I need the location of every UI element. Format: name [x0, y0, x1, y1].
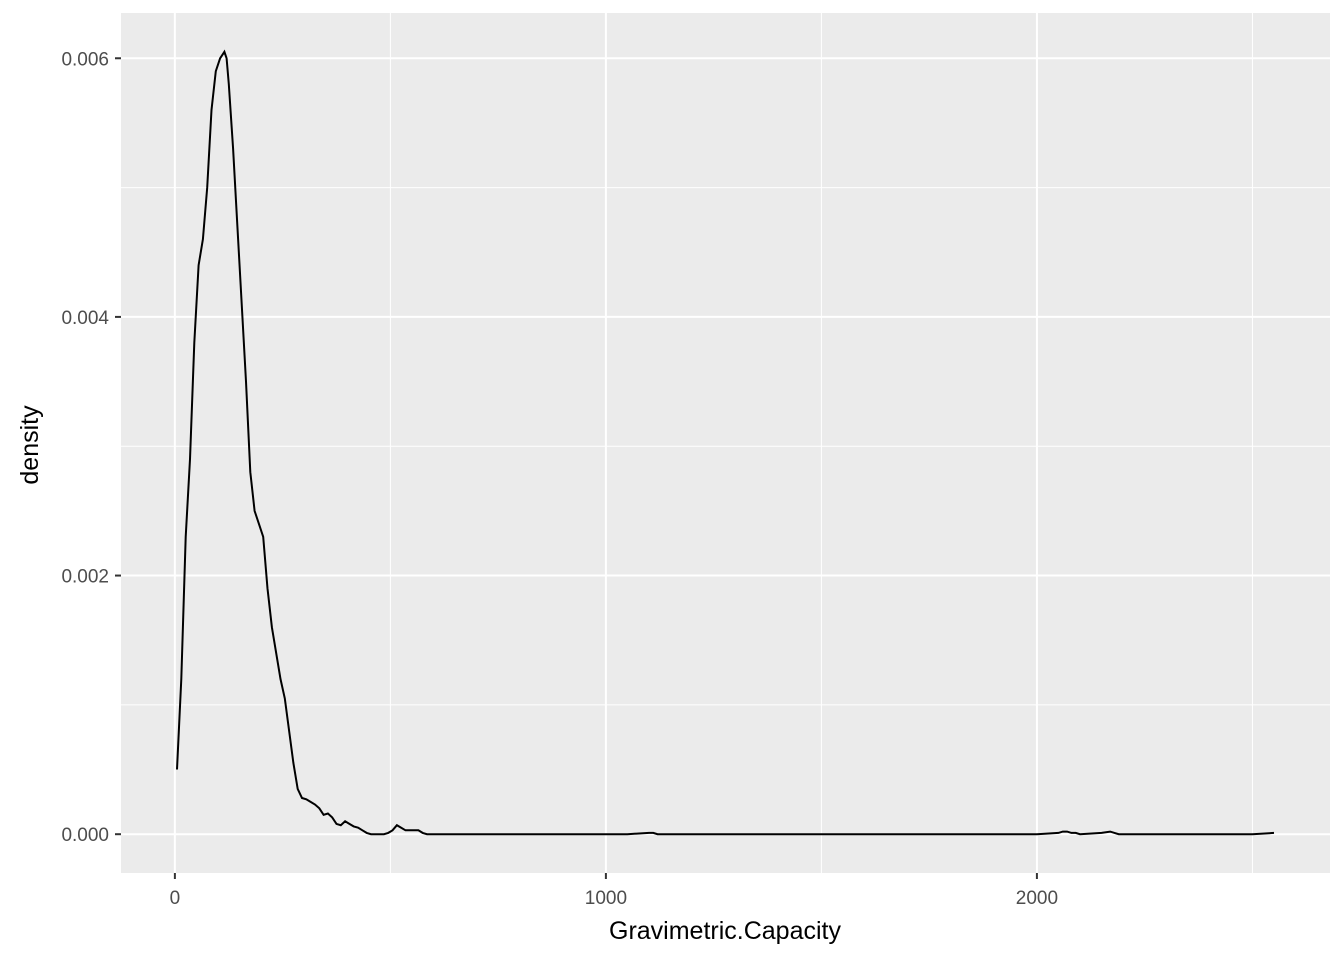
plot-panel [121, 13, 1330, 873]
y-tick-label: 0.002 [61, 567, 109, 588]
y-axis-ticks: 0.000 0.002 0.004 0.006 [61, 49, 121, 846]
x-tick-label: 2000 [1016, 888, 1058, 909]
y-tick-label: 0.004 [61, 308, 109, 329]
y-axis-title: density [16, 405, 44, 485]
x-axis-ticks: 0 1000 2000 [170, 873, 1058, 909]
minor-gridlines [121, 13, 1330, 873]
x-tick-label: 0 [170, 888, 181, 909]
x-axis-title: Gravimetric.Capacity [609, 917, 841, 945]
y-tick-label: 0.006 [61, 49, 109, 70]
y-tick-label: 0.000 [61, 825, 109, 846]
density-curve [176, 49, 1275, 836]
x-tick-label: 1000 [585, 888, 627, 909]
